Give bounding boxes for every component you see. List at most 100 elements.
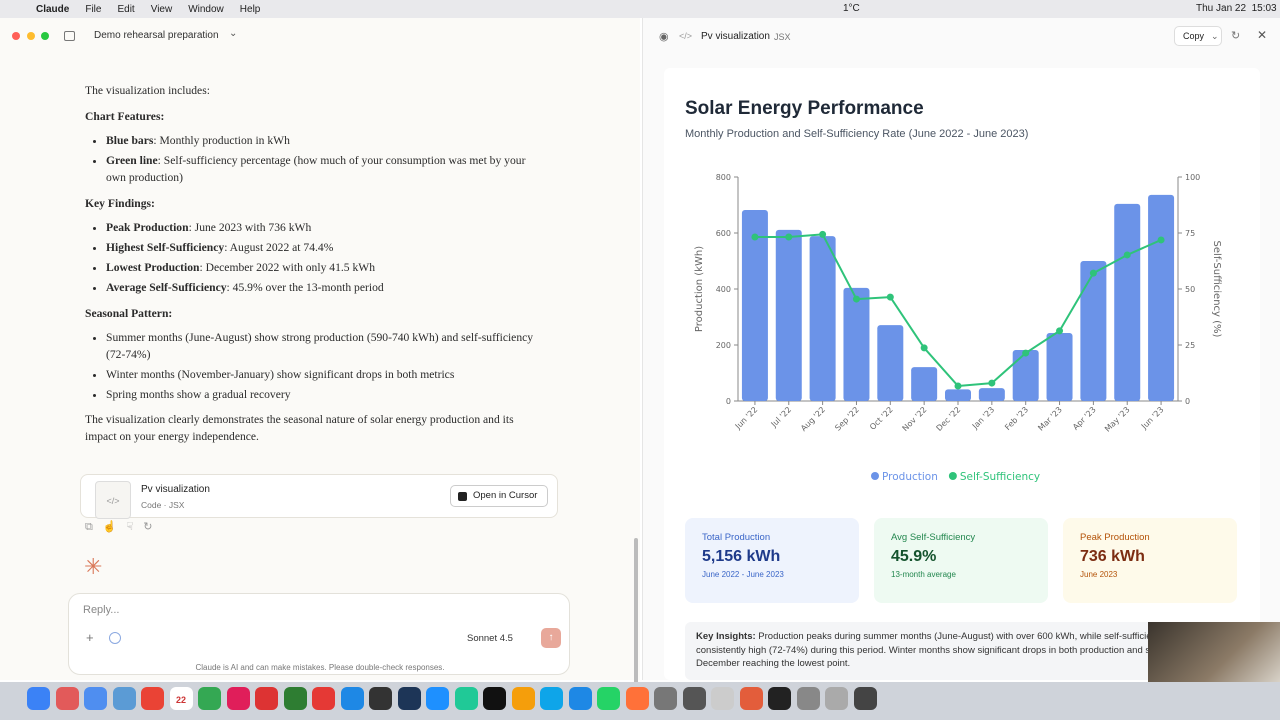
menu[interactable]: File [85, 3, 102, 15]
point [1056, 327, 1064, 335]
chart: 0 200 400 600 800 0 25 50 75 100 Production (kWh) S… [694, 173, 1222, 483]
dock-icon[interactable] [226, 687, 250, 710]
button-label: Open in Cursor [473, 490, 538, 501]
reload[interactable]: ↻ [1231, 30, 1241, 42]
dock-icon[interactable] [853, 687, 877, 710]
section-heading: Chart Features: [85, 110, 165, 123]
conclusion: The visualization clearly demonstrates t… [85, 413, 514, 443]
dock-icon[interactable] [312, 687, 335, 710]
app-menu[interactable]: Claude [36, 3, 70, 15]
dock-icon[interactable] [198, 687, 221, 710]
x-tick-label: May '23 [1103, 405, 1132, 434]
sidebar-toggle[interactable] [64, 31, 75, 41]
dock-icon[interactable] [454, 687, 478, 710]
bullet-label: Highest Self-Sufficiency [106, 241, 225, 254]
point [1123, 251, 1131, 259]
stat-label: Avg Self-Sufficiency [891, 532, 976, 543]
zoom[interactable] [41, 32, 49, 40]
y2-tick-label: 0 [1185, 397, 1190, 406]
point [1089, 269, 1097, 277]
x-tick-label: Jan '23 [970, 405, 996, 431]
insights-label: Key Insights: [696, 631, 756, 642]
dock-icon[interactable] [768, 687, 791, 710]
dock-icon[interactable] [340, 687, 364, 710]
minimize[interactable] [27, 32, 35, 40]
menu[interactable]: Edit [117, 3, 135, 15]
dock-icon[interactable] [511, 687, 535, 710]
chat-pane: Demo rehearsal preparation ⌄ The visuali… [0, 18, 640, 684]
bullet: Blue bars: Monthly production in kWh [106, 132, 540, 149]
tools-button[interactable] [109, 632, 121, 644]
dock-icon[interactable] [426, 687, 449, 710]
placeholder[interactable]: Reply... [83, 604, 120, 616]
copy-button[interactable]: Copy ⌄ [1174, 26, 1222, 46]
close-artifact[interactable]: ✕ [1257, 28, 1268, 42]
open-in-cursor[interactable]: Open in Cursor [450, 485, 548, 507]
intro: The visualization includes: [85, 84, 210, 97]
dock-icon[interactable] [112, 687, 136, 710]
dock-icon[interactable] [283, 687, 307, 710]
dock-icon[interactable] [625, 687, 649, 710]
dock-icon[interactable] [483, 687, 506, 710]
model-selector[interactable]: Sonnet 4.5 [467, 633, 513, 644]
code-toggle[interactable]: </> [679, 31, 693, 41]
stat-value: 736 kWh [1080, 548, 1145, 565]
dock-icon[interactable] [654, 687, 677, 710]
y2-tick-label: 75 [1185, 229, 1195, 238]
title-chevron[interactable]: ⌄ [229, 28, 238, 39]
dock-icon[interactable] [141, 687, 164, 710]
send-button[interactable]: ↑ [541, 628, 561, 648]
bullet: Spring months show a gradual recovery [106, 386, 540, 403]
artifact-pane: ◉ </> Pv visualization JSX Copy ⌄ ↻ ✕ Sol… [642, 18, 1280, 680]
legend-swatch [948, 472, 957, 480]
menu[interactable]: Window [188, 3, 224, 15]
dock-icon[interactable] [711, 687, 734, 710]
dock-icon[interactable] [540, 687, 563, 710]
dock-icon[interactable] [84, 687, 107, 710]
copy-chevron[interactable]: ⌄ [1211, 31, 1219, 41]
x-tick-label: Aug '22 [799, 405, 827, 433]
dock-icon[interactable] [397, 687, 421, 710]
dock-icon[interactable] [27, 687, 50, 710]
close[interactable] [12, 32, 20, 40]
chat-title[interactable]: Demo rehearsal preparation [94, 30, 219, 41]
dock-icon[interactable] [568, 687, 592, 710]
bullet-list: Blue bars: Monthly production in kWh Gree… [85, 132, 540, 186]
point [852, 295, 860, 303]
stat-value: 5,156 kWh [702, 548, 781, 565]
x-tick-label: Mar '23 [1036, 405, 1064, 433]
preview-toggle[interactable]: ◉ [659, 31, 669, 43]
menu[interactable]: View [150, 3, 173, 15]
y2-tick-label: 50 [1185, 285, 1195, 294]
dock-icon[interactable] [369, 687, 392, 710]
dock-icon[interactable] [597, 687, 620, 710]
menu-bar: Claude File Edit View Window Help 1°C Th… [0, 0, 1280, 18]
dock-icon[interactable] [825, 687, 848, 710]
point [886, 293, 894, 301]
weather: 1°C [843, 3, 860, 14]
composer[interactable]: Reply... + Sonnet 4.5 ↑ [68, 593, 570, 675]
bar [741, 210, 768, 401]
dock-icon[interactable] [255, 687, 278, 710]
point [954, 382, 962, 390]
dock: 22 [0, 682, 1280, 720]
bar [1012, 350, 1039, 401]
scrollbar[interactable] [634, 538, 638, 684]
dock-icon[interactable] [55, 687, 79, 710]
artifact-title: Pv visualization [701, 31, 770, 42]
y2-tick-label: 100 [1185, 173, 1200, 182]
add-button[interactable]: + [86, 630, 94, 645]
dock-icon[interactable] [682, 687, 706, 710]
dock-icon[interactable] [739, 687, 763, 710]
dock-icon[interactable]: 22 [169, 687, 193, 710]
message-actions[interactable]: ⧉☝☟↻ [85, 521, 163, 533]
artifact-card[interactable]: </> Pv visualization Code · JSX Open in … [80, 474, 558, 519]
point [819, 230, 827, 238]
dock-icon[interactable] [796, 687, 820, 710]
chart-subtitle: Monthly Production and Self-Sufficiency … [685, 128, 1029, 140]
clock: Thu Jan 22 15:03 [1196, 3, 1277, 14]
bar [877, 325, 904, 401]
menu[interactable]: Help [239, 3, 261, 15]
disclaimer: Claude is AI and can make mistakes. Plea… [195, 663, 445, 672]
x-tick-label: Jun '22 [733, 405, 759, 431]
